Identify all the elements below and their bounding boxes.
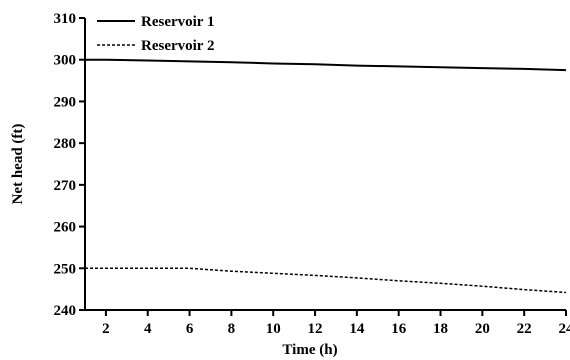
y-tick-label: 270 (54, 178, 77, 194)
x-tick-label: 6 (186, 321, 194, 337)
y-tick-label: 290 (54, 94, 77, 110)
y-tick-label: 250 (54, 261, 77, 277)
x-tick-label: 22 (517, 321, 532, 337)
plot-lines (85, 58, 567, 294)
legend: Reservoir 1 Reservoir 2 (97, 14, 214, 54)
x-tick-label: 2 (102, 321, 110, 337)
x-ticks: 2 4 6 8 10 12 14 16 18 20 22 24 (102, 310, 570, 337)
y-tick-label: 260 (54, 220, 77, 236)
x-axis-title: Time (h) (282, 342, 337, 358)
x-tick-label: 10 (266, 321, 281, 337)
x-tick-label: 24 (559, 321, 570, 337)
y-tick-label: 280 (54, 136, 77, 152)
x-tick-label: 4 (144, 321, 152, 337)
y-axis-title: Net head (ft) (10, 124, 26, 205)
x-tick-label: 18 (433, 321, 448, 337)
x-tick-label: 8 (228, 321, 236, 337)
y-ticks: 240 250 260 270 280 290 300 310 (54, 11, 85, 319)
legend-label-2: Reservoir 2 (141, 38, 214, 54)
legend-label-1: Reservoir 1 (141, 14, 214, 30)
y-tick-label: 300 (54, 53, 77, 69)
series-line-2 (85, 267, 567, 294)
y-tick-label: 310 (54, 11, 77, 27)
y-tick-label: 240 (54, 303, 77, 319)
x-tick-label: 16 (391, 321, 407, 337)
x-tick-label: 12 (308, 321, 323, 337)
x-tick-label: 20 (475, 321, 490, 337)
x-tick-label: 14 (349, 321, 365, 337)
series-line-1 (85, 58, 567, 72)
